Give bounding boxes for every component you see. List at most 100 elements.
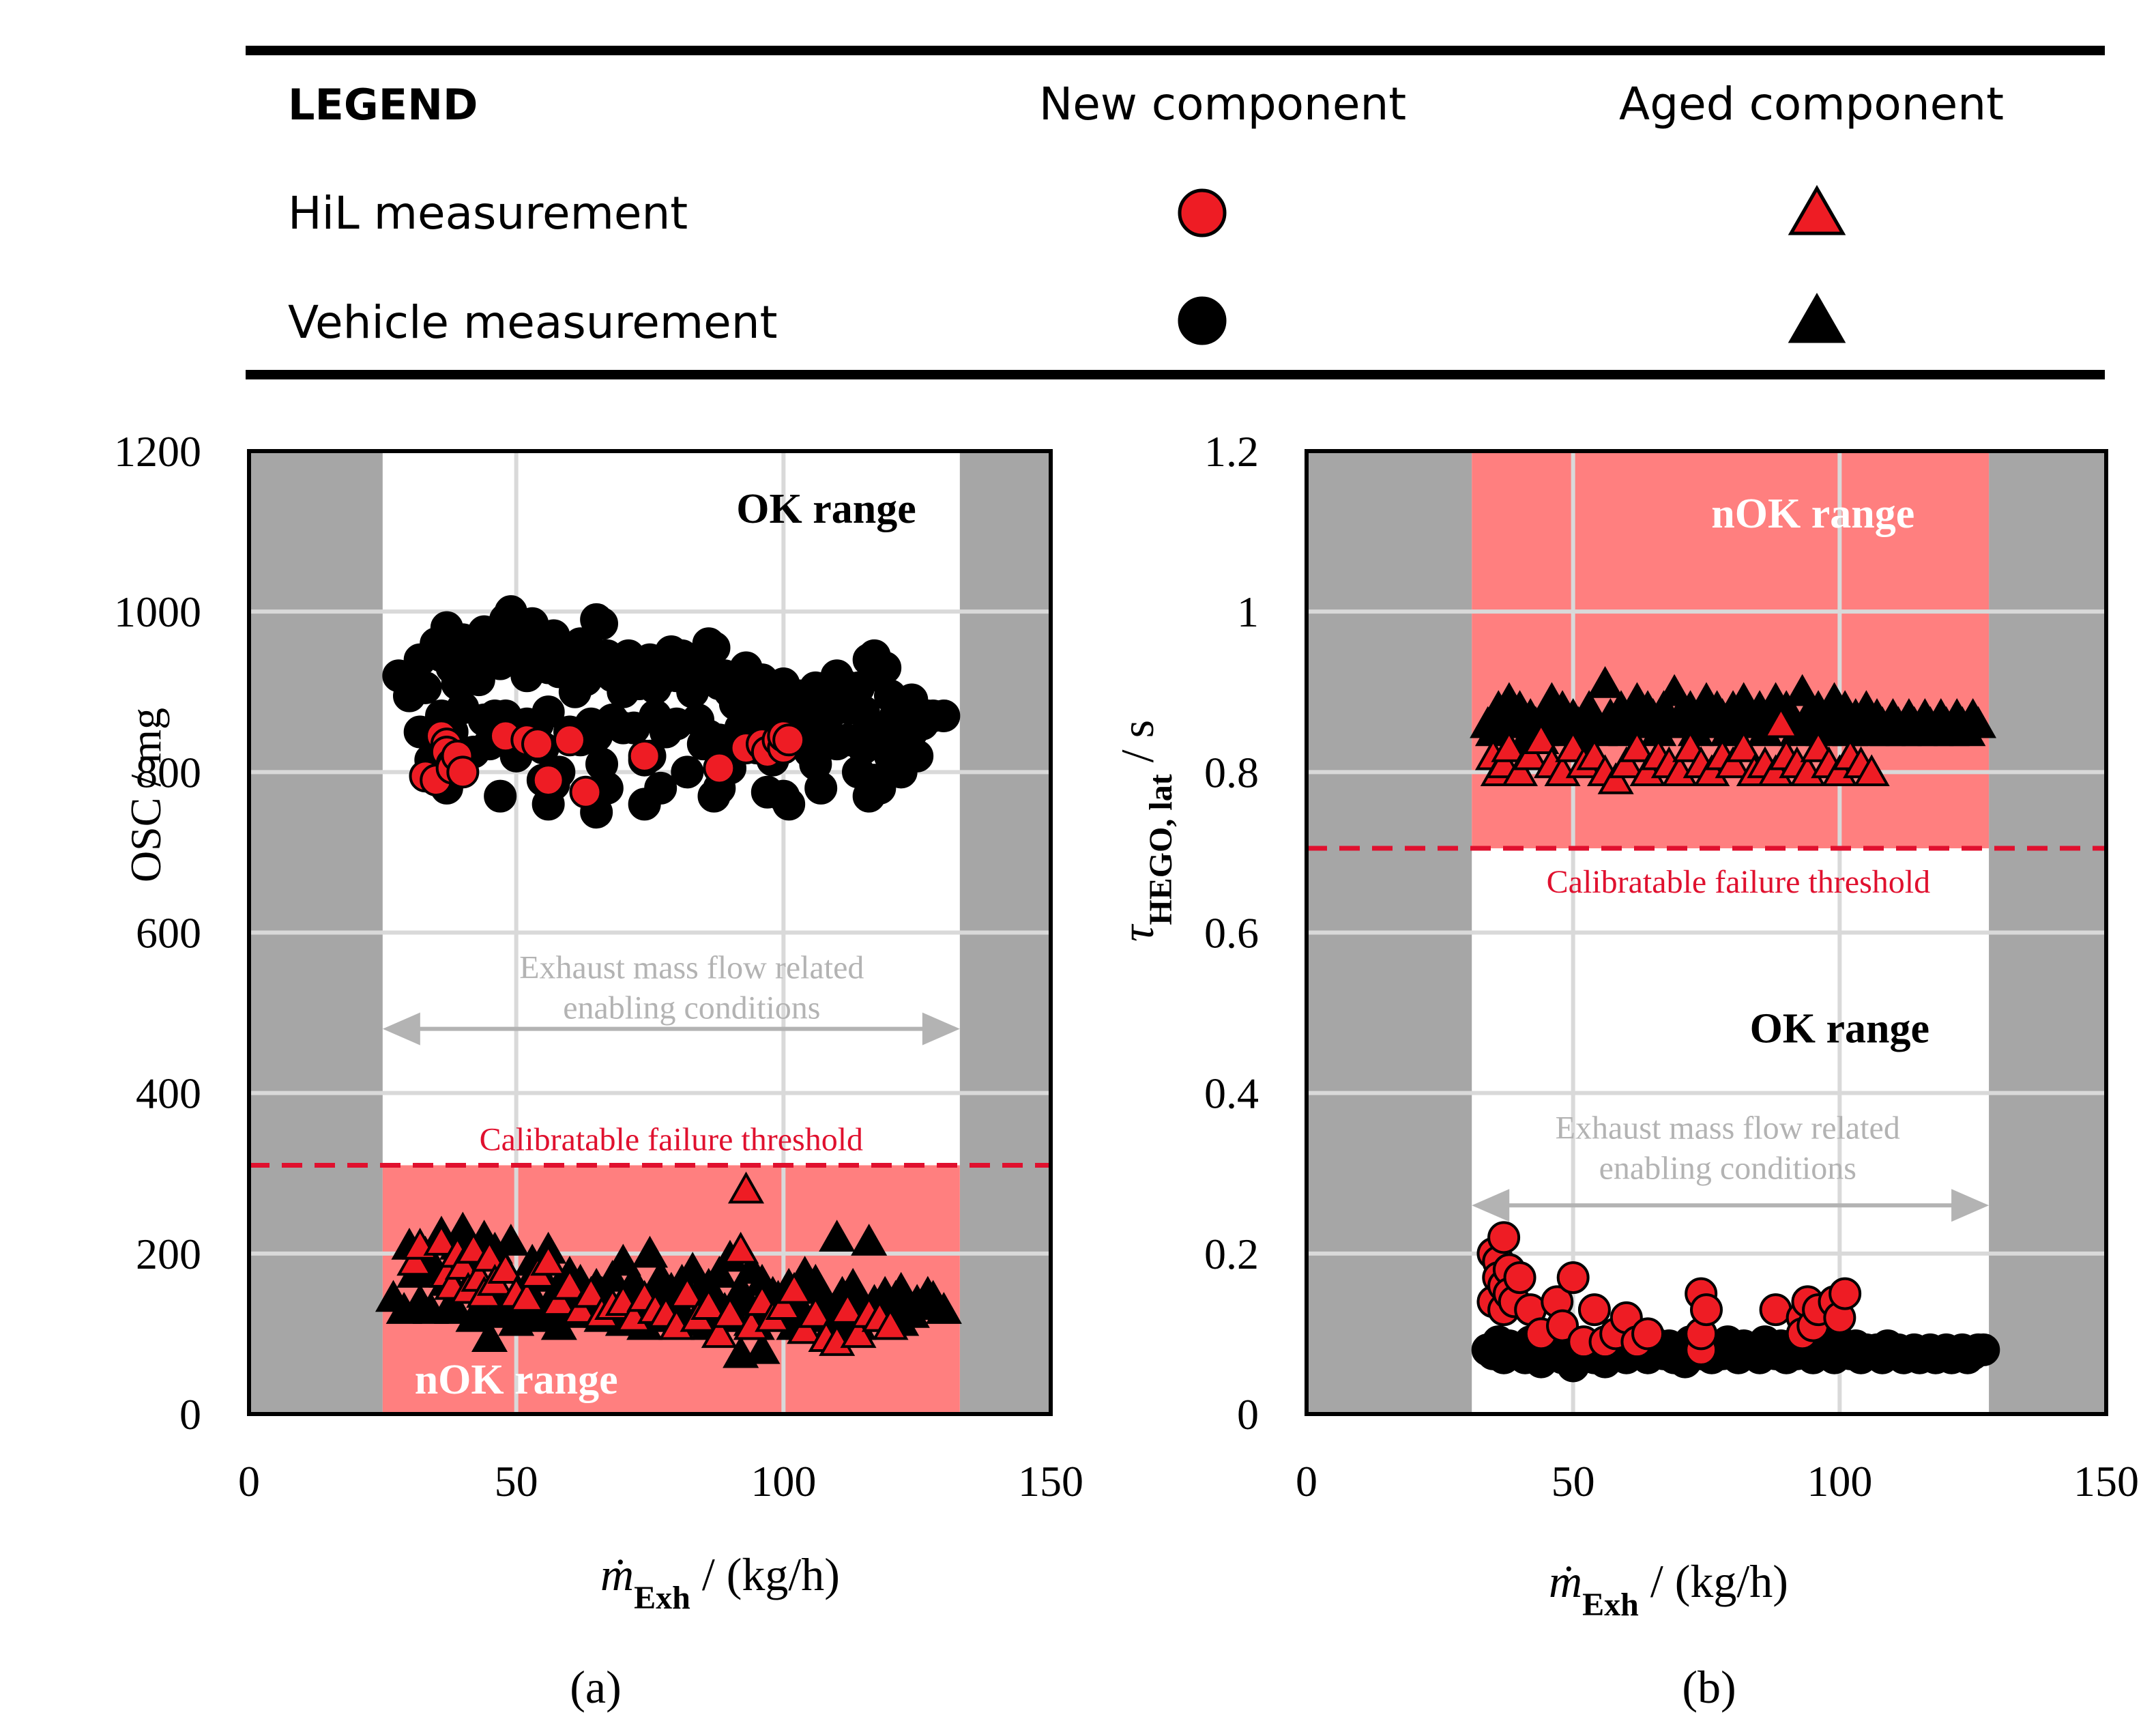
chart-a-ytick-label: 0: [179, 1390, 201, 1439]
chart-b-enabling-label: enabling conditions: [1599, 1150, 1856, 1186]
chart-b-point-hil-aged: [1853, 754, 1890, 787]
chart-b-panel-label: (b): [1682, 1661, 1736, 1713]
chart-a-point-vehicle-aged: [604, 1243, 641, 1276]
chart-a-point-hil-aged: [690, 1288, 727, 1320]
chart-a-point-hil-aged: [776, 1271, 813, 1304]
chart-a-point-hil-new: [553, 723, 586, 757]
chart-b-enabling-arrow-head: [1472, 1189, 1510, 1222]
chart-b-xtick-label: 100: [1807, 1457, 1872, 1505]
chart-b-ytick-label: 1.2: [1204, 427, 1259, 476]
chart-b-point-hil-aged: [1725, 730, 1762, 762]
chart-a-points: [375, 595, 962, 1368]
chart-b-ytick-label: 0.2: [1204, 1230, 1259, 1278]
chart-b-ytick-label: 0.4: [1204, 1069, 1259, 1118]
chart-b-xtick-label: 50: [1552, 1457, 1595, 1505]
chart-a-point-vehicle-new: [751, 775, 784, 809]
chart-a-point-vehicle-new: [580, 719, 613, 753]
chart-a-point-hil-aged: [540, 1284, 577, 1316]
chart-b-xtick-label: 150: [2073, 1457, 2139, 1505]
legend-marker-hil-aged: [1788, 184, 1846, 235]
chart-b-point-hil-aged: [1597, 762, 1634, 794]
chart-a-ytick-label: 1000: [114, 588, 201, 636]
chart-b-point-hil-new: [1487, 1221, 1521, 1254]
chart-a-point-vehicle-new: [409, 671, 442, 704]
chart-a-point-vehicle-aged: [519, 1299, 556, 1332]
chart-b-point-vehicle-aged: [1587, 665, 1624, 698]
chart-a-point-hil-aged: [508, 1280, 545, 1312]
chart-b-point-hil-aged: [1618, 730, 1655, 762]
chart-b-point-hil-new: [1631, 1317, 1665, 1351]
chart-a-xtick-label: 50: [495, 1457, 538, 1505]
chart-a-point-hil-aged: [530, 1243, 567, 1276]
legend-marker-hil-new: [1178, 188, 1227, 237]
chart-a-point-vehicle-aged: [819, 1220, 856, 1252]
chart-a-point-vehicle-aged: [471, 1320, 508, 1352]
chart-a-point-hil-aged: [572, 1275, 609, 1308]
chart-b-series: [1476, 1221, 1862, 1366]
chart-a-ok-label: OK range: [736, 486, 916, 532]
chart-a-point-vehicle-new: [869, 651, 902, 684]
chart-b-nok-label: nOK range: [1711, 491, 1914, 537]
chart-a-ytick-label: 1200: [114, 427, 201, 476]
chart-a-point-hil-new: [628, 739, 661, 773]
chart-a-point-hil-aged: [471, 1239, 508, 1272]
chart-b-xtick-label: 0: [1296, 1457, 1317, 1505]
chart-b-ytick-label: 0.8: [1204, 748, 1259, 796]
chart-a-point-vehicle-new: [697, 779, 731, 813]
chart-a-point-vehicle-new: [804, 771, 838, 805]
chart-b-point-hil-aged: [1491, 730, 1528, 762]
chart-b-threshold-label: Calibratable failure threshold: [1547, 864, 1930, 900]
chart-b-point-vehicle-aged: [1784, 674, 1821, 706]
legend-row-vehicle: Vehicle measurement: [288, 296, 777, 349]
chart-b-point-hil-new: [1556, 1261, 1590, 1295]
chart-a-point-vehicle-new: [697, 631, 731, 665]
chart-b-point-hil-aged: [1512, 738, 1549, 770]
chart-a-point-vehicle-new: [686, 727, 720, 761]
chart-a-point-hil-new: [703, 751, 736, 785]
chart-b-point-hil-new: [1577, 1293, 1611, 1327]
chart-b-point-hil-aged: [1715, 746, 1751, 779]
chart-b-frame: [1305, 449, 2108, 1416]
chart-a-point-vehicle-aged: [493, 1224, 529, 1256]
chart-b-enabling-arrow-head: [1951, 1189, 1990, 1222]
chart-b: τHEGO, lat / s ṁExh / (kg/h) (b) 0 0.2 0.4…: [1111, 427, 2139, 1713]
chart-a-point-hil-aged: [423, 1224, 460, 1256]
chart-a-point-vehicle-new: [858, 764, 891, 797]
chart-a-point-vehicle-aged: [701, 1256, 738, 1288]
chart-a-ylabel: OSC / mg: [121, 708, 170, 882]
chart-b-point-vehicle-aged: [1656, 674, 1693, 706]
chart-a-point-hil-new: [521, 727, 554, 761]
chart-a-point-hil-aged: [840, 1316, 877, 1349]
chart-a-point-vehicle-new: [671, 755, 704, 789]
legend-marker-vehicle-new: [1178, 296, 1227, 345]
chart-a-point-vehicle-aged: [797, 1263, 834, 1296]
legend-row-hil: HiL measurement: [288, 187, 688, 240]
chart-a-point-vehicle-new: [607, 711, 640, 745]
chart-b-ylabel: τHEGO, lat / s: [1111, 720, 1179, 942]
chart-b-point-hil-aged: [1608, 746, 1645, 779]
chart-b-series: [1474, 706, 1890, 794]
legend-title: LEGEND: [288, 80, 478, 130]
chart-a: OSC / mg ṁExh / (kg/h) (a) 0 200 400 600 800…: [114, 427, 1083, 1713]
chart-a-ytick-label: 400: [136, 1069, 201, 1118]
chart-a-point-hil-aged: [551, 1267, 588, 1300]
chart-a-xtick-label: 0: [238, 1457, 260, 1505]
chart-a-point-hil-aged: [765, 1288, 802, 1320]
legend-marker-vehicle-aged: [1788, 292, 1846, 343]
chart-a-point-vehicle-aged: [851, 1224, 888, 1256]
chart-a-point-vehicle-aged: [631, 1235, 669, 1268]
chart-a-point-hil-aged: [872, 1308, 909, 1340]
chart-b-point-hil-aged: [1501, 754, 1539, 787]
chart-a-xlabel: ṁExh / (kg/h): [600, 1548, 840, 1616]
chart-b-points: [1470, 665, 2000, 1383]
chart-a-point-vehicle-aged: [925, 1292, 962, 1324]
chart-a-point-hil-aged: [444, 1248, 481, 1280]
chart-a-enabling-label: Exhaust mass flow related: [519, 950, 864, 986]
chart-a-enabling-label: enabling conditions: [563, 990, 820, 1026]
chart-b-ytick-label: 0.6: [1204, 909, 1259, 957]
chart-a-point-vehicle-aged: [744, 1331, 781, 1364]
chart-b-point-vehicle-aged: [1960, 706, 1997, 738]
chart-a-point-hil-aged: [723, 1231, 759, 1264]
chart-a-panel-label: (a): [570, 1661, 621, 1713]
